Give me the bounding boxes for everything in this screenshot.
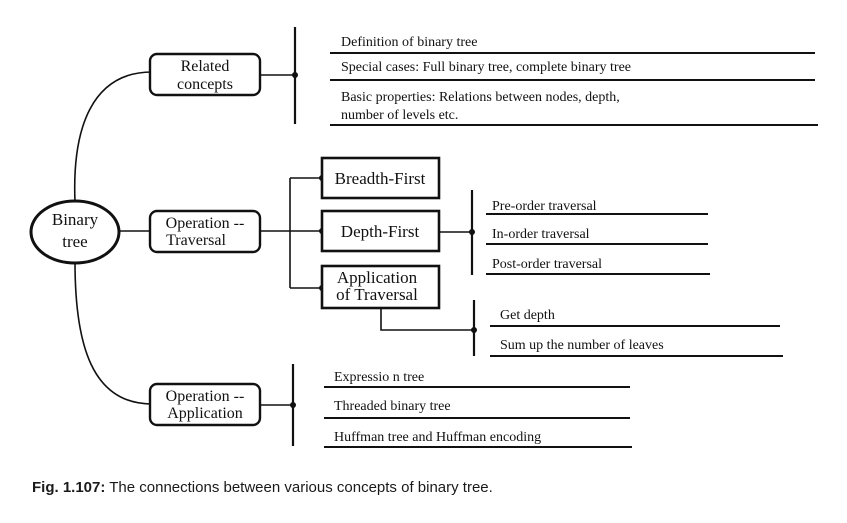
application-of-traversal-items-list: Get depth Sum up the number of leaves [490, 308, 783, 357]
application-item-2: Threaded binary tree [334, 399, 451, 414]
related-label-line1: Related [181, 58, 230, 75]
connector-root-to-related [73, 71, 153, 203]
related-items-list: Definition of binary tree Special cases:… [330, 35, 818, 126]
related-item-2: Special cases: Full binary tree, complet… [341, 60, 631, 75]
traversal-label-line1: Operation -- [166, 215, 245, 232]
depth-first-items-list: Pre-order traversal In-order traversal P… [486, 199, 710, 275]
traversal-node: Operation -- Traversal [148, 209, 262, 254]
application-items-list: Expressio n tree Threaded binary tree Hu… [324, 370, 632, 448]
application-of-traversal-junction-dot [471, 327, 477, 333]
root-label-line2: tree [62, 232, 87, 251]
related-item-3-cont: number of levels etc. [341, 108, 458, 123]
application-junction-dot [290, 402, 296, 408]
breadth-first-node: Breadth-First [320, 156, 441, 200]
application-node: Operation -- Application [148, 382, 262, 427]
application-item-3: Huffman tree and Huffman encoding [334, 430, 541, 445]
related-concepts-node: Related concepts [148, 52, 262, 97]
depth-first-item-3: Post-order traversal [492, 257, 602, 272]
related-label-line2: concepts [177, 76, 233, 93]
depth-first-junction-dot [469, 229, 475, 235]
application-label-line1: Operation -- [166, 388, 245, 405]
concept-map: Binary tree Related concepts Definition … [29, 27, 818, 448]
related-item-1: Definition of binary tree [341, 35, 477, 50]
related-item-3: Basic properties: Relations between node… [341, 90, 620, 105]
root-node: Binary tree [29, 199, 121, 265]
depth-first-node: Depth-First [320, 209, 441, 253]
application-label-line2: Application [167, 405, 243, 422]
application-of-traversal-node: Application of Traversal [320, 264, 441, 310]
figure-caption: Fig. 1.107: The connections between vari… [32, 479, 493, 496]
breadth-first-label: Breadth-First [335, 169, 426, 188]
traversal-label-line2: Traversal [166, 232, 226, 249]
application-of-traversal-line2: of Traversal [336, 285, 418, 304]
figure-caption-text: The connections between various concepts… [105, 479, 493, 496]
traversal-application-item-1: Get depth [500, 308, 555, 323]
related-junction-dot [292, 72, 298, 78]
connector-root-to-application [74, 261, 153, 405]
root-label-line1: Binary [52, 210, 99, 229]
traversal-application-item-2: Sum up the number of leaves [500, 338, 664, 353]
depth-first-item-1: Pre-order traversal [492, 199, 597, 214]
figure-caption-label: Fig. 1.107: [32, 479, 106, 496]
application-item-1: Expressio n tree [334, 370, 424, 385]
depth-first-item-2: In-order traversal [492, 227, 590, 242]
application-of-traversal-line1: Application [337, 268, 418, 287]
application-of-traversal-connector [380, 308, 474, 331]
depth-first-label: Depth-First [341, 222, 420, 241]
